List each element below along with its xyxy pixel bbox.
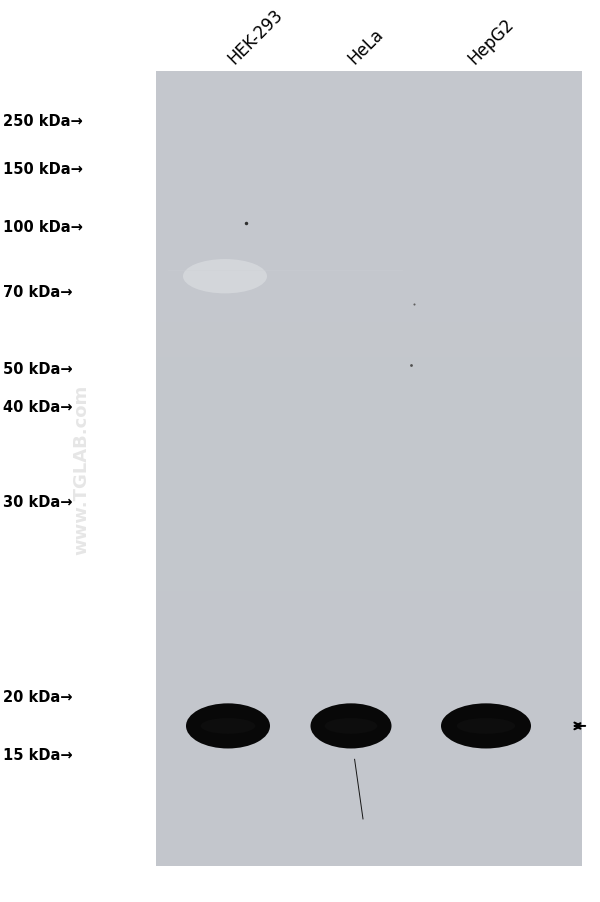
Ellipse shape: [325, 718, 377, 734]
Text: 70 kDa→: 70 kDa→: [3, 285, 73, 299]
Ellipse shape: [311, 704, 392, 749]
Ellipse shape: [183, 260, 267, 294]
Ellipse shape: [200, 718, 256, 734]
Text: HepG2: HepG2: [464, 14, 517, 68]
Text: 250 kDa→: 250 kDa→: [3, 115, 83, 129]
Text: 20 kDa→: 20 kDa→: [3, 689, 73, 704]
Bar: [156, 72, 582, 866]
Text: 30 kDa→: 30 kDa→: [3, 494, 73, 509]
Ellipse shape: [457, 718, 515, 734]
Text: 100 kDa→: 100 kDa→: [3, 220, 83, 235]
Text: 40 kDa→: 40 kDa→: [3, 400, 73, 414]
Ellipse shape: [186, 704, 270, 749]
Text: 50 kDa→: 50 kDa→: [3, 362, 73, 376]
Text: www.TGLAB.com: www.TGLAB.com: [72, 384, 90, 554]
Text: 15 kDa→: 15 kDa→: [3, 748, 73, 762]
Ellipse shape: [441, 704, 531, 749]
Text: HEK-293: HEK-293: [224, 5, 286, 68]
Text: HeLa: HeLa: [344, 25, 387, 68]
Text: 150 kDa→: 150 kDa→: [3, 162, 83, 177]
